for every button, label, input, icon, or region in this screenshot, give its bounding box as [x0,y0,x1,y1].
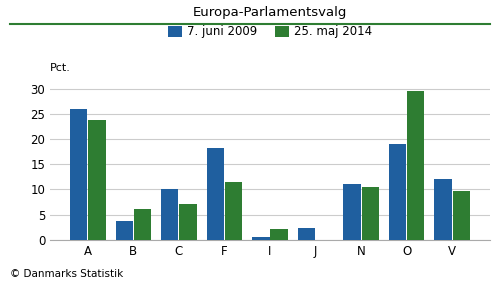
Bar [434,179,452,240]
Bar [389,144,406,240]
Text: © Danmarks Statistik: © Danmarks Statistik [10,269,123,279]
Bar [134,209,151,240]
Bar [252,237,270,240]
Bar [116,221,133,240]
Bar [298,228,315,240]
Bar [161,190,178,240]
Bar [180,204,196,240]
Text: Europa-Parlamentsvalg: Europa-Parlamentsvalg [193,6,347,19]
Bar [225,182,242,240]
Bar [270,229,288,240]
Bar [88,120,106,240]
Bar [206,148,224,240]
Bar [452,191,470,240]
Bar [407,91,424,240]
Bar [362,188,379,240]
Text: Pct.: Pct. [50,63,71,72]
Legend: 7. juni 2009, 25. maj 2014: 7. juni 2009, 25. maj 2014 [164,21,376,43]
Bar [70,109,87,240]
Bar [344,184,360,240]
